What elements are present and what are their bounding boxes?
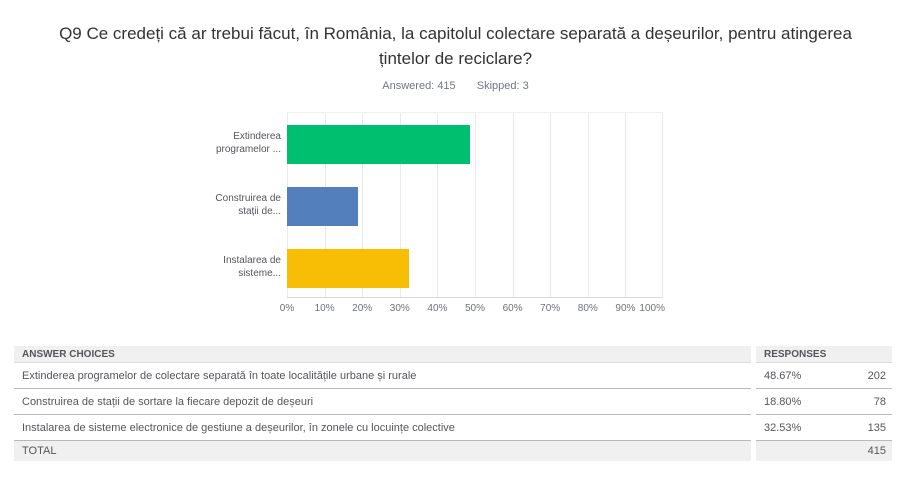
table-row: Extinderea programelor de colectare sepa… <box>14 363 892 389</box>
answer-text: Instalarea de sisteme electronice de ges… <box>22 421 455 434</box>
bar-category-label: Construirea de stații de... <box>131 192 281 218</box>
skipped-stat: Skipped: 3 <box>477 80 529 92</box>
table-row: Construirea de stații de sortare la fiec… <box>14 389 892 415</box>
column-gap <box>751 415 756 441</box>
responses-cell: 48.67% 202 <box>756 363 892 389</box>
gridline <box>588 113 589 297</box>
gridline <box>475 113 476 297</box>
table-body: Extinderea programelor de colectare sepa… <box>14 363 892 441</box>
gridline <box>513 113 514 297</box>
gridline <box>625 113 626 297</box>
gridline <box>362 113 363 297</box>
responses-cell: 32.53% 135 <box>756 415 892 441</box>
results-table: ANSWER CHOICES RESPONSES Extinderea prog… <box>14 346 892 461</box>
responses-header: RESPONSES <box>764 348 827 360</box>
responses-header-cell: RESPONSES <box>756 346 892 363</box>
gridline <box>662 113 663 297</box>
total-label: TOTAL <box>22 445 57 457</box>
column-gap <box>751 441 756 461</box>
answer-text: Extinderea programelor de colectare sepa… <box>22 369 417 382</box>
skipped-value: 3 <box>522 80 529 92</box>
x-axis-tick: 40% <box>427 303 448 314</box>
x-axis-tick: 20% <box>352 303 373 314</box>
response-count: 135 <box>867 421 886 434</box>
x-axis-tick: 30% <box>389 303 410 314</box>
bar-category-label-line: programelor ... <box>215 144 281 155</box>
answer-cell: Construirea de stații de sortare la fiec… <box>14 389 751 415</box>
table-row: Instalarea de sisteme electronice de ges… <box>14 415 892 441</box>
bar-category-label-line: stații de... <box>238 206 281 217</box>
bar-category-label: Extinderea programelor ... <box>131 130 281 156</box>
gridline <box>550 113 551 297</box>
response-stats: Answered: 415 Skipped: 3 <box>0 80 911 92</box>
answered-value: 415 <box>437 80 456 92</box>
chart-bar <box>287 187 358 226</box>
column-gap <box>751 346 756 363</box>
gridline <box>400 113 401 297</box>
column-gap <box>751 363 756 389</box>
answer-text: Construirea de stații de sortare la fiec… <box>22 395 314 408</box>
bar-category-label-line: Extinderea <box>233 131 281 142</box>
chart-bar <box>287 249 410 288</box>
total-label-cell: TOTAL <box>14 441 751 461</box>
bar-category-label-line: Construirea de <box>215 193 281 204</box>
percent-value: 48.67% <box>764 369 802 382</box>
response-count: 78 <box>873 395 886 408</box>
answer-choices-header-cell: ANSWER CHOICES <box>14 346 751 363</box>
bar-category-label: Instalarea de sisteme... <box>131 254 281 280</box>
chart-bar <box>287 125 470 164</box>
total-responses-cell: 415 <box>756 441 892 461</box>
response-count: 202 <box>867 369 886 382</box>
chart-plot-area: 0% 10% 20% 30% 40% 50% 60% 70% 80% 90% 100% <box>280 112 665 314</box>
answer-choices-header: ANSWER CHOICES <box>22 348 115 360</box>
column-gap <box>751 389 756 415</box>
gridline <box>437 113 438 297</box>
x-axis-tick: 70% <box>540 303 561 314</box>
answer-cell: Instalarea de sisteme electronice de ges… <box>14 415 751 441</box>
x-axis-tick: 50% <box>464 303 486 314</box>
percent-value: 32.53% <box>764 421 802 434</box>
answered-label: Answered: <box>382 80 435 92</box>
x-axis-tick: 100% <box>639 303 665 314</box>
x-axis-tick: 10% <box>314 303 335 314</box>
total-row: TOTAL 415 <box>14 441 892 461</box>
bar-category-label-line: sisteme... <box>238 268 281 279</box>
question-title: Q9 Ce credeți că ar trebui făcut, în Rom… <box>59 24 852 68</box>
table-header-row: ANSWER CHOICES RESPONSES <box>14 346 892 363</box>
bar-category-label-line: Instalarea de <box>223 255 281 266</box>
total-count: 415 <box>867 445 886 457</box>
percent-value: 18.80% <box>764 395 802 408</box>
x-axis-tick: 80% <box>577 303 598 314</box>
answered-stat: Answered: 415 <box>382 80 455 92</box>
responses-cell: 18.80% 78 <box>756 389 892 415</box>
skipped-label: Skipped: <box>476 80 520 92</box>
x-axis-tick: 90% <box>615 303 636 314</box>
x-axis-tick: 60% <box>502 303 523 314</box>
answer-cell: Extinderea programelor de colectare sepa… <box>14 363 751 389</box>
x-axis-tick: 0% <box>279 303 295 314</box>
